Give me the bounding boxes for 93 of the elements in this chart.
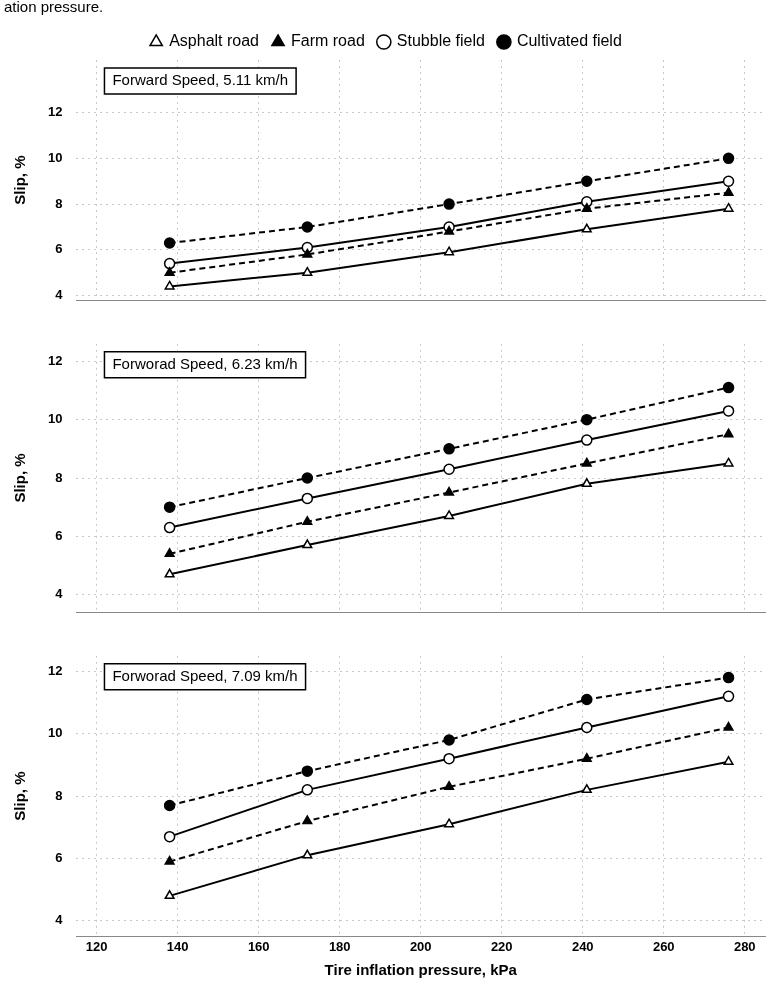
y-tick-label: 8 xyxy=(55,469,63,485)
x-axis-title: Tire inflation pressure, kPa xyxy=(324,961,518,979)
x-tick-label: 200 xyxy=(409,938,432,954)
x-tick-label: 120 xyxy=(85,938,108,954)
x-tick-label: 220 xyxy=(490,938,513,954)
point xyxy=(443,734,455,746)
y-tick-label: 8 xyxy=(55,195,63,211)
point xyxy=(302,248,313,258)
point xyxy=(723,186,734,196)
point xyxy=(163,257,176,270)
y-tick-label: 12 xyxy=(47,104,63,120)
point xyxy=(581,784,592,794)
point xyxy=(301,784,314,796)
point xyxy=(722,671,735,684)
point xyxy=(443,198,455,210)
y-tick-label: 10 xyxy=(47,149,63,165)
point xyxy=(444,486,455,496)
point xyxy=(302,539,313,549)
point xyxy=(163,830,176,843)
text: ation pressure. xyxy=(3,0,105,16)
point xyxy=(444,781,455,790)
y-axis-title: Slip, % xyxy=(11,155,29,205)
point xyxy=(164,280,175,290)
y-axis-title: Slip, % xyxy=(11,771,29,821)
y-tick-label: 6 xyxy=(55,527,63,543)
point xyxy=(302,849,313,859)
point xyxy=(163,521,176,534)
y-tick-label: 6 xyxy=(55,241,63,257)
point xyxy=(443,463,455,475)
point xyxy=(581,413,593,426)
legend-label: Stubble field xyxy=(396,32,485,50)
y-tick-label: 12 xyxy=(47,352,63,368)
point xyxy=(163,501,176,513)
y-tick-label: 6 xyxy=(55,850,63,866)
y-tick-label: 4 xyxy=(55,912,64,928)
point xyxy=(722,175,735,187)
point xyxy=(444,225,455,235)
point xyxy=(301,765,314,777)
point xyxy=(301,492,314,505)
point xyxy=(581,752,592,762)
point xyxy=(723,202,734,212)
point xyxy=(301,221,314,233)
point xyxy=(443,752,455,765)
x-tick-label: 280 xyxy=(733,938,756,954)
y-tick-label: 10 xyxy=(47,411,63,427)
point xyxy=(302,267,313,276)
y-tick-label: 10 xyxy=(47,725,63,741)
x-tick-label: 180 xyxy=(328,938,351,954)
x-tick-label: 240 xyxy=(571,938,594,954)
point xyxy=(444,818,455,828)
point xyxy=(164,267,175,276)
point xyxy=(723,721,734,731)
point xyxy=(163,237,176,249)
legend-label: Cultivated field xyxy=(516,32,622,50)
y-tick-label: 4 xyxy=(55,586,64,602)
point xyxy=(723,457,734,467)
point xyxy=(581,693,593,706)
point xyxy=(722,405,735,417)
point xyxy=(581,223,592,233)
legend-label: Farm road xyxy=(291,32,365,50)
point xyxy=(163,799,176,812)
point xyxy=(581,457,592,467)
x-tick-label: 260 xyxy=(652,938,675,954)
point xyxy=(581,202,592,212)
point xyxy=(164,568,175,578)
point xyxy=(444,510,455,520)
y-tick-label: 8 xyxy=(55,787,63,803)
point xyxy=(722,381,735,394)
point xyxy=(581,721,593,734)
point xyxy=(581,175,593,187)
point xyxy=(302,516,313,526)
x-tick-label: 140 xyxy=(166,938,189,954)
point xyxy=(723,428,734,438)
point xyxy=(722,152,735,165)
point xyxy=(164,855,175,865)
y-tick-label: 4 xyxy=(55,287,64,303)
y-axis-title: Slip, % xyxy=(11,453,29,503)
text: Forworad Speed, 6.23 km/h xyxy=(112,354,298,372)
x-tick-label: 160 xyxy=(247,938,270,954)
legend-label: Asphalt road xyxy=(169,32,260,50)
y-tick-label: 12 xyxy=(47,662,63,678)
point xyxy=(164,548,175,558)
point xyxy=(723,756,734,766)
point xyxy=(443,443,455,455)
point xyxy=(302,815,313,825)
text: Forward Speed, 5.11 km/h xyxy=(112,71,289,89)
point xyxy=(581,434,593,446)
point xyxy=(164,890,175,900)
point xyxy=(581,478,592,488)
text: Forworad Speed, 7.09 km/h xyxy=(112,666,298,684)
point xyxy=(301,472,314,484)
point xyxy=(444,246,455,256)
point xyxy=(722,690,735,703)
